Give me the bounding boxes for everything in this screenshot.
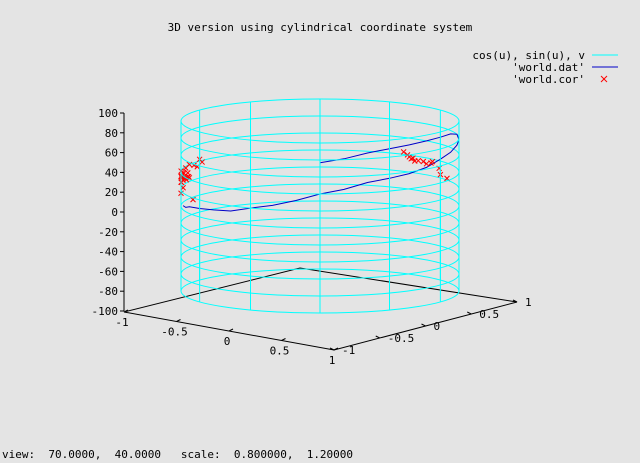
x-tick: [123, 309, 129, 313]
scale-label: scale:: [180, 448, 221, 461]
status-bar: view: 70.0000, 40.0000 scale: 0.800000, …: [2, 448, 353, 461]
world-cor-point: [444, 175, 450, 182]
world-cor-point: [423, 160, 430, 167]
cylinder-front: [180, 120, 460, 314]
y-tick: [467, 311, 472, 315]
z-tick-label: 80: [105, 127, 118, 140]
world-cor-point: [428, 160, 434, 166]
x-tick-label: -1: [115, 316, 128, 329]
legend-label-world-dat: 'world.dat': [512, 61, 585, 74]
legend-swatch-world-cor: [600, 75, 608, 83]
world-cor-stroke: [420, 158, 427, 165]
x-tick-label: 1: [329, 354, 336, 367]
world-cor-stroke: [400, 149, 407, 155]
z-tick-label: -100: [92, 305, 119, 318]
world-outline-path: [182, 133, 460, 212]
z-tick-label: -20: [98, 226, 118, 239]
x-axis-ticks: -1 -0.5 0 0.5 1: [115, 309, 339, 367]
x-tick: [176, 319, 181, 322]
world-cor-stroke: [186, 161, 193, 168]
z-tick-label: 40: [105, 166, 118, 179]
world-cor-point: [400, 149, 407, 155]
cylinder-latitude-front: [180, 120, 460, 144]
world-cor-stroke: [428, 160, 434, 166]
z-tick-label: -40: [98, 246, 118, 259]
world-cor-point: [420, 158, 427, 165]
z-tick-label: 0: [111, 206, 118, 219]
y-axis-ticks: 1 0.5 0 -0.5 -1: [329, 296, 532, 357]
y-tick-label: 0: [434, 320, 441, 333]
view-values: 70.0000, 40.0000: [48, 448, 161, 461]
world-cor-point: [186, 161, 193, 168]
legend: cos(u), sin(u), v 'world.dat' 'world.cor…: [472, 49, 618, 86]
z-tick-label: -60: [98, 265, 118, 278]
x-tick: [228, 328, 234, 332]
world-cor-point: [410, 155, 416, 162]
view-label: view:: [2, 448, 36, 461]
x-tick-label: 0: [224, 335, 231, 348]
z-tick-label: -80: [98, 285, 118, 298]
legend-label-cylinder: cos(u), sin(u), v: [472, 49, 585, 62]
world-cor-stroke: [423, 160, 430, 167]
x-tick-label: 0.5: [270, 345, 290, 358]
y-tick: [375, 335, 380, 339]
world-cor-stroke: [191, 162, 197, 169]
y-tick-label: -1: [342, 344, 355, 357]
world-cor-point: [411, 158, 418, 164]
z-tick-label: 60: [105, 147, 118, 160]
world-cor-stroke: [444, 175, 450, 182]
z-axis: -100 -80 -60 -40 -20 0 20 40 60 80 100: [92, 107, 125, 318]
world-cor-stroke: [411, 158, 418, 164]
y-tick: [329, 347, 335, 351]
world-cor-stroke: [199, 159, 205, 165]
y-tick-label: 1: [525, 296, 532, 309]
x-tick: [281, 338, 286, 341]
y-tick: [512, 299, 518, 303]
x-tick-label: -0.5: [161, 326, 188, 339]
z-tick-label: 20: [105, 186, 118, 199]
scale-values: 0.800000, 1.20000: [233, 448, 354, 461]
legend-label-world-cor: 'world.cor': [512, 73, 585, 86]
chart-title: 3D version using cylindrical coordinate …: [168, 21, 473, 34]
x-tick: [333, 347, 339, 351]
world-cor-stroke: [194, 163, 201, 170]
y-tick-label: 0.5: [479, 308, 499, 321]
y-tick-label: -0.5: [388, 332, 415, 345]
world-cor-stroke: [182, 175, 188, 182]
y-tick: [421, 323, 426, 327]
z-tick-label: 100: [98, 107, 118, 120]
world-cor-stroke: [410, 155, 416, 162]
world-cor-stroke: [190, 196, 196, 203]
world-outline: [182, 133, 460, 212]
